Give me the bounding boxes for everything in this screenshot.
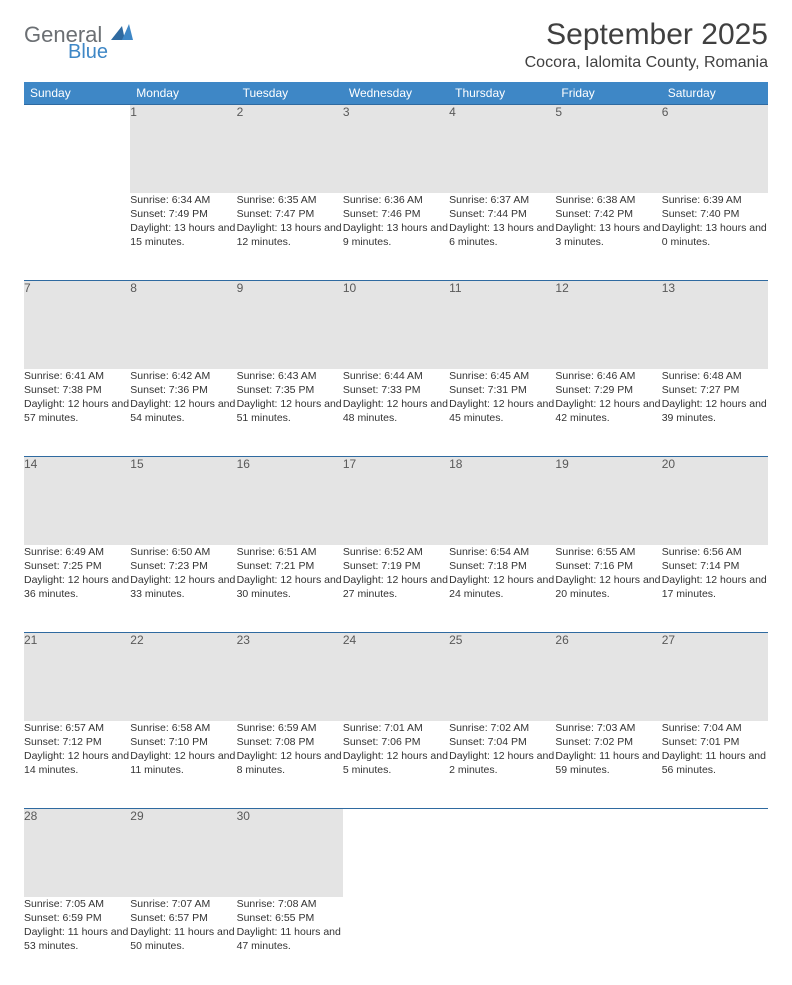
day-number: 20 [662,457,768,545]
day-header: Sunday [24,82,130,105]
day-number: 25 [449,633,555,721]
day-cell: Sunrise: 6:58 AMSunset: 7:10 PMDaylight:… [130,721,236,809]
day-number: 12 [555,281,661,369]
day-cell [343,897,449,985]
day-cell: Sunrise: 7:05 AMSunset: 6:59 PMDaylight:… [24,897,130,985]
day-cell: Sunrise: 6:42 AMSunset: 7:36 PMDaylight:… [130,369,236,457]
content-row: Sunrise: 6:41 AMSunset: 7:38 PMDaylight:… [24,369,768,457]
day-number: 14 [24,457,130,545]
day-cell: Sunrise: 6:45 AMSunset: 7:31 PMDaylight:… [449,369,555,457]
day-number: 4 [449,105,555,193]
day-number: 30 [237,809,343,897]
day-number: 27 [662,633,768,721]
day-number: 9 [237,281,343,369]
day-number: 18 [449,457,555,545]
daynum-row: 14151617181920 [24,457,768,545]
day-number: 13 [662,281,768,369]
day-cell [555,897,661,985]
day-cell: Sunrise: 6:44 AMSunset: 7:33 PMDaylight:… [343,369,449,457]
day-cell: Sunrise: 6:49 AMSunset: 7:25 PMDaylight:… [24,545,130,633]
day-cell: Sunrise: 6:52 AMSunset: 7:19 PMDaylight:… [343,545,449,633]
day-cell: Sunrise: 6:59 AMSunset: 7:08 PMDaylight:… [237,721,343,809]
logo: General Blue [24,24,133,62]
day-number: 22 [130,633,236,721]
day-cell: Sunrise: 6:38 AMSunset: 7:42 PMDaylight:… [555,193,661,281]
day-cell: Sunrise: 6:51 AMSunset: 7:21 PMDaylight:… [237,545,343,633]
day-cell: Sunrise: 6:46 AMSunset: 7:29 PMDaylight:… [555,369,661,457]
day-number [24,105,130,193]
day-cell: Sunrise: 7:04 AMSunset: 7:01 PMDaylight:… [662,721,768,809]
day-cell: Sunrise: 6:39 AMSunset: 7:40 PMDaylight:… [662,193,768,281]
day-cell [662,897,768,985]
day-header: Wednesday [343,82,449,105]
day-cell: Sunrise: 6:54 AMSunset: 7:18 PMDaylight:… [449,545,555,633]
content-row: Sunrise: 7:05 AMSunset: 6:59 PMDaylight:… [24,897,768,985]
day-cell: Sunrise: 7:07 AMSunset: 6:57 PMDaylight:… [130,897,236,985]
day-cell: Sunrise: 6:37 AMSunset: 7:44 PMDaylight:… [449,193,555,281]
day-number: 5 [555,105,661,193]
day-cell [24,193,130,281]
day-number: 6 [662,105,768,193]
day-number: 23 [237,633,343,721]
day-cell: Sunrise: 7:01 AMSunset: 7:06 PMDaylight:… [343,721,449,809]
day-number: 21 [24,633,130,721]
day-header-row: Sunday Monday Tuesday Wednesday Thursday… [24,82,768,105]
day-number [449,809,555,897]
day-cell: Sunrise: 6:36 AMSunset: 7:46 PMDaylight:… [343,193,449,281]
day-number [555,809,661,897]
day-number: 28 [24,809,130,897]
day-cell: Sunrise: 6:41 AMSunset: 7:38 PMDaylight:… [24,369,130,457]
day-number [662,809,768,897]
day-number: 7 [24,281,130,369]
day-cell: Sunrise: 6:50 AMSunset: 7:23 PMDaylight:… [130,545,236,633]
day-header: Tuesday [237,82,343,105]
header: General Blue September 2025 Cocora, Ialo… [24,18,768,72]
page-title: September 2025 [525,18,768,52]
day-header: Monday [130,82,236,105]
location-label: Cocora, Ialomita County, Romania [525,54,768,72]
day-number: 17 [343,457,449,545]
day-header: Saturday [662,82,768,105]
day-number: 1 [130,105,236,193]
day-cell [449,897,555,985]
day-cell: Sunrise: 7:03 AMSunset: 7:02 PMDaylight:… [555,721,661,809]
content-row: Sunrise: 6:57 AMSunset: 7:12 PMDaylight:… [24,721,768,809]
daynum-row: 78910111213 [24,281,768,369]
day-number: 11 [449,281,555,369]
day-number: 19 [555,457,661,545]
day-cell: Sunrise: 6:43 AMSunset: 7:35 PMDaylight:… [237,369,343,457]
day-cell: Sunrise: 7:08 AMSunset: 6:55 PMDaylight:… [237,897,343,985]
daynum-row: 123456 [24,105,768,193]
logo-mark-icon [111,24,133,40]
content-row: Sunrise: 6:34 AMSunset: 7:49 PMDaylight:… [24,193,768,281]
day-number: 2 [237,105,343,193]
day-cell: Sunrise: 6:56 AMSunset: 7:14 PMDaylight:… [662,545,768,633]
day-cell: Sunrise: 6:55 AMSunset: 7:16 PMDaylight:… [555,545,661,633]
day-number: 8 [130,281,236,369]
day-cell: Sunrise: 6:34 AMSunset: 7:49 PMDaylight:… [130,193,236,281]
calendar-table: Sunday Monday Tuesday Wednesday Thursday… [24,82,768,985]
daynum-row: 21222324252627 [24,633,768,721]
day-cell: Sunrise: 7:02 AMSunset: 7:04 PMDaylight:… [449,721,555,809]
day-number: 24 [343,633,449,721]
daynum-row: 282930 [24,809,768,897]
logo-line2: Blue [68,42,133,62]
title-block: September 2025 Cocora, Ialomita County, … [525,18,768,72]
day-header: Friday [555,82,661,105]
day-number: 3 [343,105,449,193]
day-cell: Sunrise: 6:57 AMSunset: 7:12 PMDaylight:… [24,721,130,809]
day-number: 26 [555,633,661,721]
day-number [343,809,449,897]
day-number: 16 [237,457,343,545]
day-number: 10 [343,281,449,369]
day-cell: Sunrise: 6:35 AMSunset: 7:47 PMDaylight:… [237,193,343,281]
content-row: Sunrise: 6:49 AMSunset: 7:25 PMDaylight:… [24,545,768,633]
day-cell: Sunrise: 6:48 AMSunset: 7:27 PMDaylight:… [662,369,768,457]
day-number: 15 [130,457,236,545]
day-header: Thursday [449,82,555,105]
day-number: 29 [130,809,236,897]
